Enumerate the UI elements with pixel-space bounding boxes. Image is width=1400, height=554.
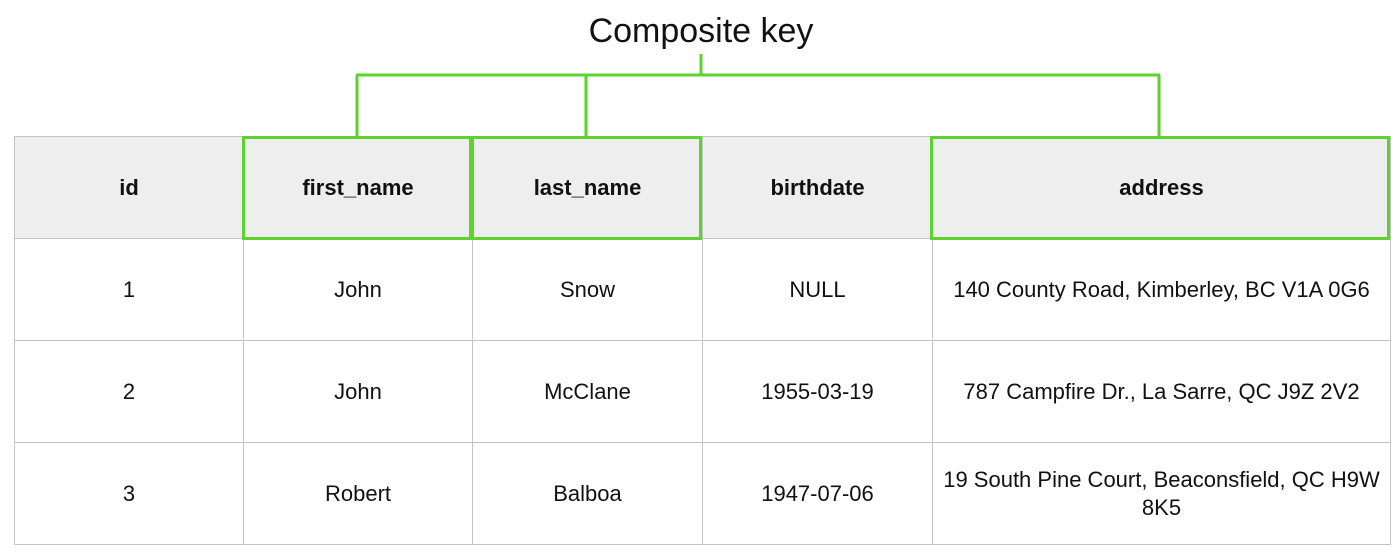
- table-row: 1 John Snow NULL 140 County Road, Kimber…: [14, 238, 1391, 341]
- cell-id: 2: [14, 340, 244, 443]
- cell-last-name: Snow: [472, 238, 703, 341]
- cell-first-name: John: [243, 238, 473, 341]
- header-row: id first_name last_name birthdate addres…: [14, 136, 1391, 239]
- composite-key-bracket: [355, 54, 1161, 138]
- table-row: 2 John McClane 1955-03-19 787 Campfire D…: [14, 340, 1391, 443]
- cell-id: 1: [14, 238, 244, 341]
- header-birthdate: birthdate: [702, 136, 933, 239]
- cell-first-name: John: [243, 340, 473, 443]
- header-address: address: [932, 136, 1391, 239]
- cell-birthdate: NULL: [702, 238, 933, 341]
- cell-birthdate: 1955-03-19: [702, 340, 933, 443]
- cell-id: 3: [14, 442, 244, 545]
- cell-address: 19 South Pine Court, Beaconsfield, QC H9…: [932, 442, 1391, 545]
- header-id: id: [14, 136, 244, 239]
- cell-address: 140 County Road, Kimberley, BC V1A 0G6: [932, 238, 1391, 341]
- header-last-name: last_name: [472, 136, 703, 239]
- table-row: 3 Robert Balboa 1947-07-06 19 South Pine…: [14, 442, 1391, 545]
- cell-last-name: McClane: [472, 340, 703, 443]
- cell-birthdate: 1947-07-06: [702, 442, 933, 545]
- cell-first-name: Robert: [243, 442, 473, 545]
- diagram-title: Composite key: [588, 12, 814, 50]
- cell-last-name: Balboa: [472, 442, 703, 545]
- users-table: id first_name last_name birthdate addres…: [14, 136, 1391, 545]
- header-first-name: first_name: [243, 136, 473, 239]
- cell-address: 787 Campfire Dr., La Sarre, QC J9Z 2V2: [932, 340, 1391, 443]
